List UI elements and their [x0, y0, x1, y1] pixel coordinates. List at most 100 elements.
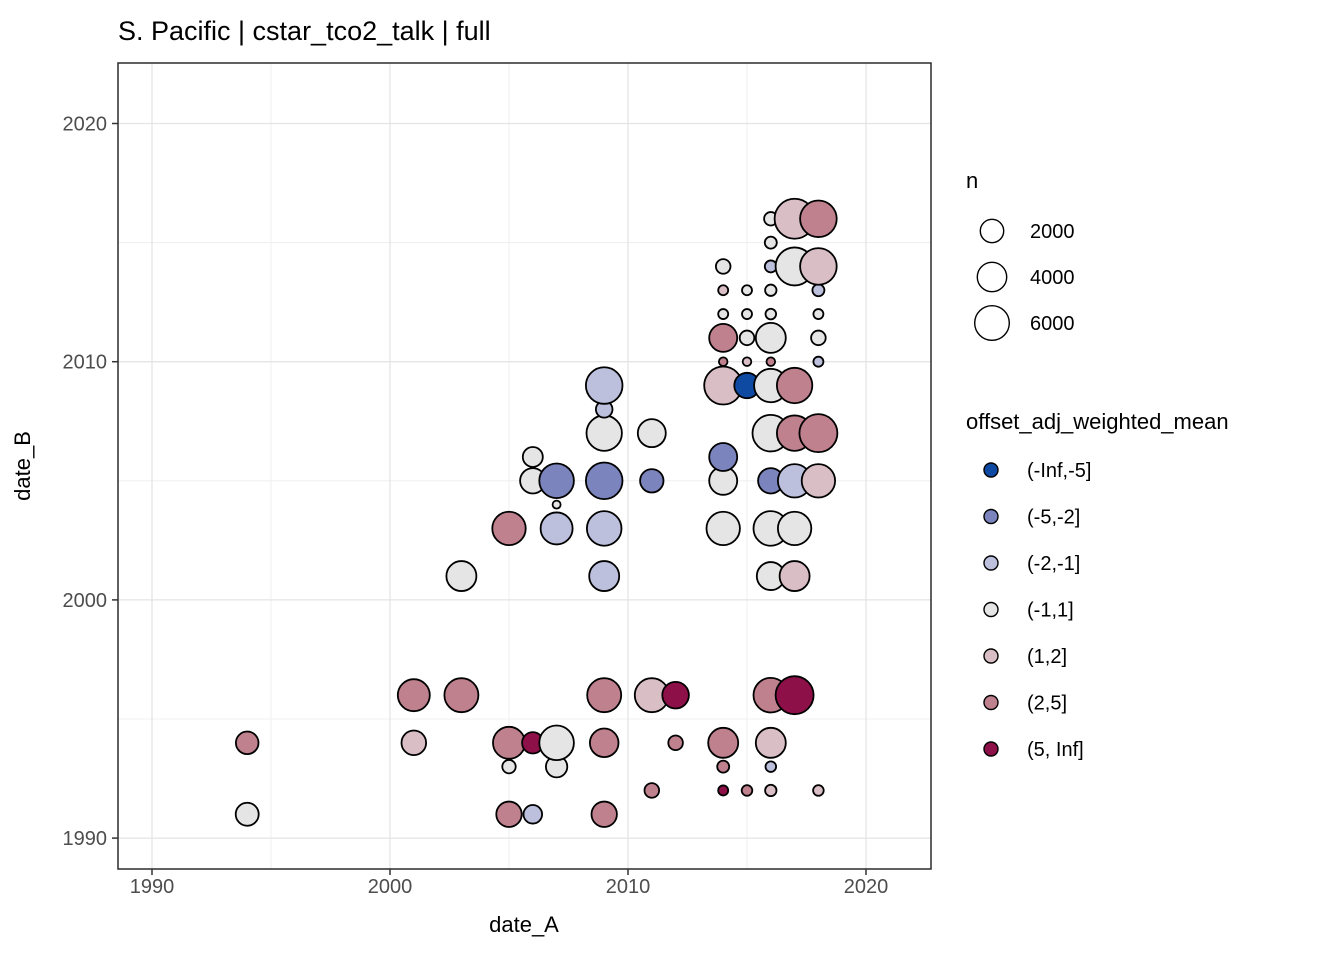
color-legend-key — [983, 601, 999, 618]
data-point — [586, 677, 623, 714]
data-point — [798, 413, 839, 454]
data-point — [400, 729, 428, 757]
size-legend-key — [976, 261, 1008, 293]
data-point — [588, 560, 621, 592]
data-point — [639, 468, 665, 494]
data-point — [708, 442, 739, 472]
data-point — [707, 726, 740, 759]
y-tick-label: 2000 — [63, 590, 108, 612]
data-point — [667, 734, 684, 752]
data-point — [586, 510, 623, 547]
data-point — [741, 356, 753, 367]
data-point — [812, 308, 825, 320]
data-point — [718, 356, 729, 367]
data-point — [812, 355, 825, 368]
x-axis-title: date_A — [489, 912, 559, 937]
color-legend-key — [983, 508, 999, 525]
color-legend-label: (2,5] — [1027, 693, 1067, 715]
color-legend-title: offset_adj_weighted_mean — [966, 409, 1229, 434]
color-legend-label: (1,2] — [1027, 646, 1067, 668]
data-point — [661, 680, 690, 710]
y-tick-label: 2020 — [63, 114, 108, 136]
data-point — [522, 804, 544, 825]
data-point — [521, 446, 544, 468]
data-point — [590, 800, 618, 828]
data-point — [396, 678, 431, 713]
color-legend-key — [983, 741, 999, 757]
data-point — [585, 461, 624, 500]
data-point — [538, 724, 575, 762]
size-legend: n 2000 4000 6000 — [966, 168, 1075, 342]
x-tick-label: 2000 — [368, 876, 413, 898]
size-legend-key — [974, 305, 1011, 342]
data-point — [585, 414, 623, 452]
color-legend-label: (-5,-2] — [1027, 507, 1080, 529]
data-point — [764, 760, 778, 773]
size-legend-key — [979, 218, 1005, 244]
data-point — [234, 730, 260, 756]
data-point — [774, 675, 815, 716]
data-point — [491, 510, 527, 547]
color-legend-key — [983, 555, 999, 571]
data-point — [443, 677, 480, 714]
gridlines — [118, 63, 931, 869]
data-point — [799, 247, 838, 286]
chart-title: S. Pacific | cstar_tco2_talk | full — [118, 16, 491, 46]
data-point — [715, 258, 732, 275]
data-point — [589, 727, 620, 759]
data-point — [765, 356, 777, 367]
size-legend-label: 2000 — [1030, 221, 1075, 243]
x-tick-label: 2020 — [844, 876, 889, 898]
data-point — [738, 329, 756, 347]
panel-border — [117, 62, 932, 870]
size-legend-label: 4000 — [1030, 267, 1075, 289]
size-legend-label: 6000 — [1030, 313, 1075, 335]
data-point — [705, 510, 741, 547]
color-legend: offset_adj_weighted_mean (-Inf,-5] (-5,-2… — [966, 409, 1229, 761]
color-legend-key — [983, 648, 999, 664]
plot-panel — [117, 62, 932, 870]
data-point — [810, 329, 827, 347]
color-legend-key — [983, 462, 999, 478]
y-axis-title: date_B — [10, 431, 35, 501]
x-tick-label: 1990 — [130, 876, 175, 898]
data-point — [776, 510, 813, 547]
data-point — [754, 321, 787, 354]
data-point — [812, 784, 825, 797]
data-point — [764, 283, 778, 297]
size-legend-items: 2000 4000 6000 — [974, 218, 1075, 342]
data-point — [811, 283, 826, 298]
data-point — [717, 284, 730, 297]
color-legend-key — [983, 694, 999, 711]
data-point — [740, 784, 754, 797]
data-point — [799, 199, 838, 238]
data-point — [636, 418, 667, 449]
data-point — [763, 235, 778, 250]
data-point — [717, 784, 730, 797]
color-legend-label: (-2,-1] — [1027, 553, 1080, 575]
y-axis: 1990 2000 2010 2020 — [63, 114, 118, 850]
data-point — [764, 783, 778, 798]
color-legend-label: (5, Inf] — [1027, 739, 1084, 761]
data-point — [741, 284, 753, 297]
size-legend-title: n — [966, 168, 978, 193]
color-legend-items: (-Inf,-5] (-5,-2] (-2,-1] (-1,1] (1,2] (2,5] (… — [983, 460, 1091, 761]
y-tick-label: 2010 — [63, 352, 108, 374]
data-point — [764, 307, 778, 321]
data-point — [495, 800, 523, 828]
color-legend-label: (-1,1] — [1027, 600, 1074, 622]
data-point — [585, 366, 624, 405]
data-point — [754, 726, 787, 759]
data-point — [551, 499, 562, 510]
data-point — [778, 560, 811, 592]
data-point — [538, 462, 575, 499]
y-tick-label: 1990 — [63, 828, 108, 850]
data-point — [643, 782, 661, 799]
x-tick-label: 2010 — [606, 876, 651, 898]
data-point — [539, 511, 574, 546]
data-point — [800, 463, 837, 499]
data-point — [234, 801, 260, 827]
data-point — [445, 560, 478, 592]
